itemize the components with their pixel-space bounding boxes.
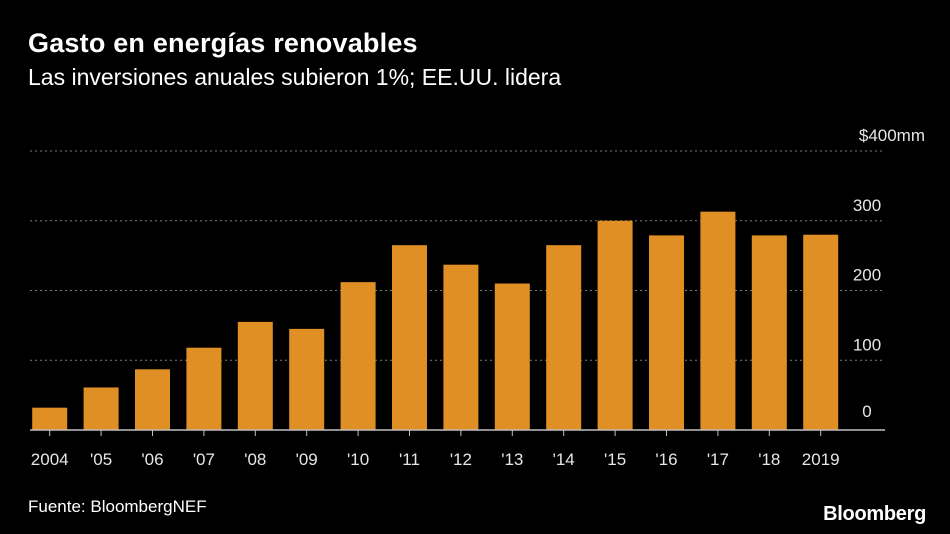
x-tick-label-2004: 2004	[31, 450, 69, 469]
x-tick-label-17: '17	[707, 450, 729, 469]
x-tick-label-13: '13	[501, 450, 523, 469]
bar-11	[392, 245, 427, 430]
bar-12	[443, 264, 479, 430]
x-tick-label-07: '07	[193, 450, 215, 469]
bar-15	[597, 220, 633, 430]
x-axis	[30, 429, 885, 436]
bar-2004	[32, 407, 68, 430]
bars	[32, 211, 839, 430]
x-tick-label-10: '10	[347, 450, 369, 469]
y-tick-label-200: 200	[853, 266, 881, 285]
y-tick-label-300: 300	[853, 196, 881, 215]
y-tick-label-0: 0	[862, 402, 871, 421]
x-tick-label-09: '09	[296, 450, 318, 469]
bar-08	[237, 321, 273, 430]
x-tick-label-16: '16	[655, 450, 677, 469]
bar-05	[83, 387, 119, 430]
bar-16	[649, 235, 684, 430]
bar-09	[289, 328, 325, 430]
x-tick-label-2019: 2019	[802, 450, 840, 469]
bar-07	[186, 347, 222, 430]
bar-10	[340, 282, 376, 430]
x-tick-label-12: '12	[450, 450, 472, 469]
x-tick-label-15: '15	[604, 450, 626, 469]
chart-title: Gasto en energías renovables	[28, 28, 418, 58]
x-tick-label-18: '18	[758, 450, 780, 469]
y-tick-label-400: $400mm	[859, 126, 925, 145]
chart-subtitle: Las inversiones anuales subieron 1%; EE.…	[28, 64, 562, 90]
bloomberg-logo: Bloomberg	[823, 503, 926, 525]
bar-06	[135, 369, 170, 430]
bar-13	[494, 283, 530, 430]
bar-14	[546, 245, 582, 430]
x-axis-labels: 2004 '05 '06 '07 '08 '09 '10 '11 '12 '13 '14 '15 '16…	[31, 450, 840, 469]
x-tick-label-14: '14	[553, 450, 575, 469]
x-tick-label-05: '05	[90, 450, 112, 469]
x-tick-label-06: '06	[141, 450, 163, 469]
y-axis-labels: 0 100 200 300 $400mm	[853, 126, 925, 421]
y-tick-label-100: 100	[853, 335, 881, 354]
bar-18	[751, 235, 787, 430]
x-tick-label-11: '11	[399, 450, 420, 469]
bar-17	[700, 211, 736, 430]
bar-2019	[803, 234, 839, 430]
x-tick-label-08: '08	[244, 450, 266, 469]
source-note: Fuente: BloombergNEF	[28, 497, 207, 516]
